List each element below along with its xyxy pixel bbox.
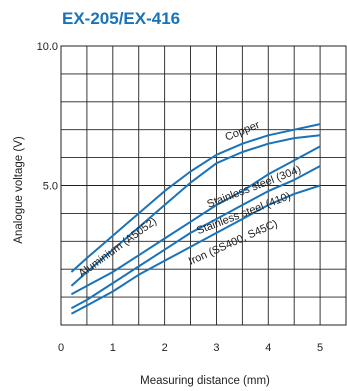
series-line-2 — [70, 145, 321, 296]
chart-title: EX-205/EX-416 — [62, 9, 180, 28]
series-line-1 — [70, 134, 321, 287]
y-tick-label: 5.0 — [43, 181, 58, 193]
x-tick-label: 2 — [162, 342, 168, 354]
tick-labels: 0 1 2 3 4 5 5.0 10.0 — [37, 41, 324, 354]
series-group — [70, 123, 321, 315]
x-tick-label: 1 — [110, 342, 116, 354]
x-tick-label: 4 — [265, 342, 271, 354]
y-axis-label: Analogue voltage (V) — [13, 136, 25, 244]
y-tick-label: 10.0 — [37, 41, 58, 53]
series-line-4 — [70, 184, 321, 315]
series-line-3 — [70, 165, 321, 310]
series-line-0 — [70, 123, 321, 273]
grid — [60, 45, 347, 326]
x-tick-label: 3 — [213, 342, 219, 354]
x-tick-label: 5 — [317, 342, 323, 354]
x-tick-label: 0 — [58, 342, 64, 354]
x-axis-label: Measuring distance (mm) — [140, 375, 270, 387]
